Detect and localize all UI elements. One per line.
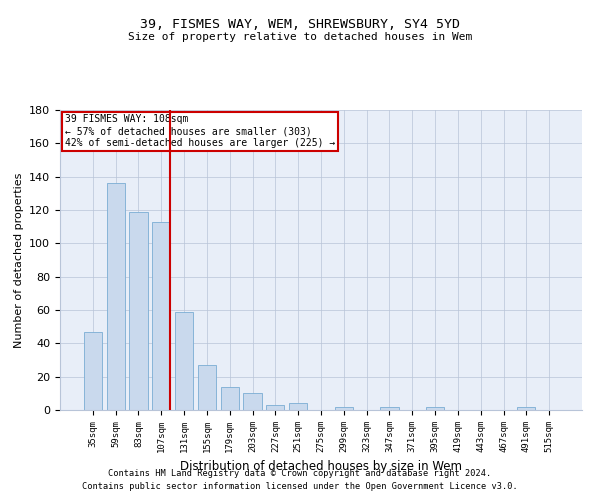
Bar xyxy=(221,386,239,410)
Bar xyxy=(426,406,444,410)
Text: 39 FISMES WAY: 108sqm
← 57% of detached houses are smaller (303)
42% of semi-det: 39 FISMES WAY: 108sqm ← 57% of detached … xyxy=(65,114,335,148)
Text: Contains public sector information licensed under the Open Government Licence v3: Contains public sector information licen… xyxy=(82,482,518,491)
Bar xyxy=(84,332,102,410)
Bar xyxy=(130,212,148,410)
Text: Contains HM Land Registry data © Crown copyright and database right 2024.: Contains HM Land Registry data © Crown c… xyxy=(109,468,491,477)
Y-axis label: Number of detached properties: Number of detached properties xyxy=(14,172,23,348)
Bar xyxy=(152,222,170,410)
Bar xyxy=(335,406,353,410)
Bar xyxy=(175,312,193,410)
Bar xyxy=(380,406,398,410)
Bar xyxy=(244,394,262,410)
Bar xyxy=(289,404,307,410)
Bar xyxy=(198,365,216,410)
Bar xyxy=(517,406,535,410)
Text: 39, FISMES WAY, WEM, SHREWSBURY, SY4 5YD: 39, FISMES WAY, WEM, SHREWSBURY, SY4 5YD xyxy=(140,18,460,30)
X-axis label: Distribution of detached houses by size in Wem: Distribution of detached houses by size … xyxy=(180,460,462,473)
Bar xyxy=(107,184,125,410)
Bar xyxy=(266,405,284,410)
Text: Size of property relative to detached houses in Wem: Size of property relative to detached ho… xyxy=(128,32,472,42)
